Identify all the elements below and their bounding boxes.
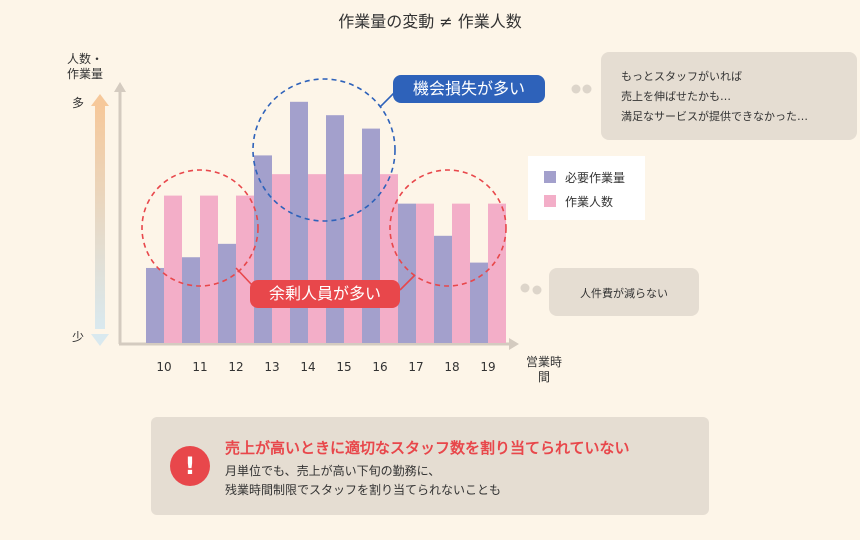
callout-heading: 売上が高いときに適切なスタッフ数を割り当てられていない [225,439,630,457]
opportunity-loss-tag: 機会損失が多い [393,75,545,103]
bar-staff-count-13 [272,174,290,343]
surplus-staff-tag: 余剰人員が多い [250,280,400,308]
y-axis-low-label: 少 [72,330,85,344]
bar-required-work-18 [434,235,452,343]
x-axis-label: 営業時間 [525,355,562,384]
bar-required-work-10 [146,267,164,343]
y-axis-high-label: 多 [72,96,85,110]
x-tick-label: 18 [444,360,459,374]
issue-callout: ! 売上が高いときに適切なスタッフ数を割り当てられていない 月単位でも、売上が高… [151,417,709,515]
x-tick-label: 16 [372,360,387,374]
x-tick-label: 13 [264,360,279,374]
bar-staff-count-12 [236,195,254,343]
bubble-line: もっとスタッフがいれば [621,70,742,83]
bar-staff-count-11 [200,195,218,343]
bar-staff-count-18 [452,203,470,343]
surplus-thought-bubble: 人件費が減らない [549,268,699,316]
legend-swatch [544,195,556,207]
surplus-circle-left [141,169,259,287]
x-tick-label: 12 [228,360,243,374]
bar-staff-count-16 [380,174,398,343]
x-tick-label: 19 [480,360,495,374]
x-tick-label: 11 [192,360,207,374]
x-tick-label: 17 [408,360,423,374]
bar-staff-count-17 [416,203,434,343]
bubble-text: 人件費が減らない [580,287,668,300]
callout-body: 残業時間制限でスタッフを割り当てられないことも [225,483,502,497]
bar-staff-count-14 [308,174,326,343]
bar-required-work-19 [470,262,488,343]
surplus-connector-left [235,267,253,286]
surplus-circle-right [389,169,507,287]
exclamation-icon: ! [170,446,210,486]
bar-staff-count-15 [344,174,362,343]
opportunity-connector [379,91,396,108]
x-tick-label: 14 [300,360,315,374]
x-tick-label: 15 [336,360,351,374]
bar-required-work-16 [362,128,380,343]
bar-staff-count-19 [488,203,506,343]
bar-staff-count-10 [164,195,182,343]
bar-required-work-11 [182,257,200,343]
x-tick-label: 10 [156,360,171,374]
thought-dot-icon [520,283,530,293]
chart-legend: 必要作業量 作業人数 [528,156,645,220]
legend-swatch [544,171,556,183]
legend-label: 必要作業量 [565,171,626,185]
bar-required-work-12 [218,243,236,343]
chart-title: 作業量の変動 ≠ 作業人数 [338,12,522,31]
bubble-line: 売上を伸ばせたかも… [621,90,731,103]
opportunity-circle [252,78,396,222]
thought-dot-icon [571,84,581,94]
y-axis-label: 人数・作業量 [66,52,103,81]
legend-label: 作業人数 [565,195,614,209]
thought-dot-icon [582,84,592,94]
bar-required-work-13 [254,155,272,343]
scale-arrow-icon [91,94,109,346]
surplus-connector-right [399,274,416,291]
chart-axes [114,82,519,350]
callout-body: 月単位でも、売上が高い下旬の勤務に、 [225,464,441,478]
bar-required-work-17 [398,203,416,343]
bar-required-work-15 [326,115,344,343]
opportunity-thought-bubble: もっとスタッフがいれば 売上を伸ばせたかも… 満足なサービスが提供できなかった… [601,52,857,140]
thought-dot-icon [532,285,542,295]
bubble-line: 満足なサービスが提供できなかった… [621,110,808,123]
